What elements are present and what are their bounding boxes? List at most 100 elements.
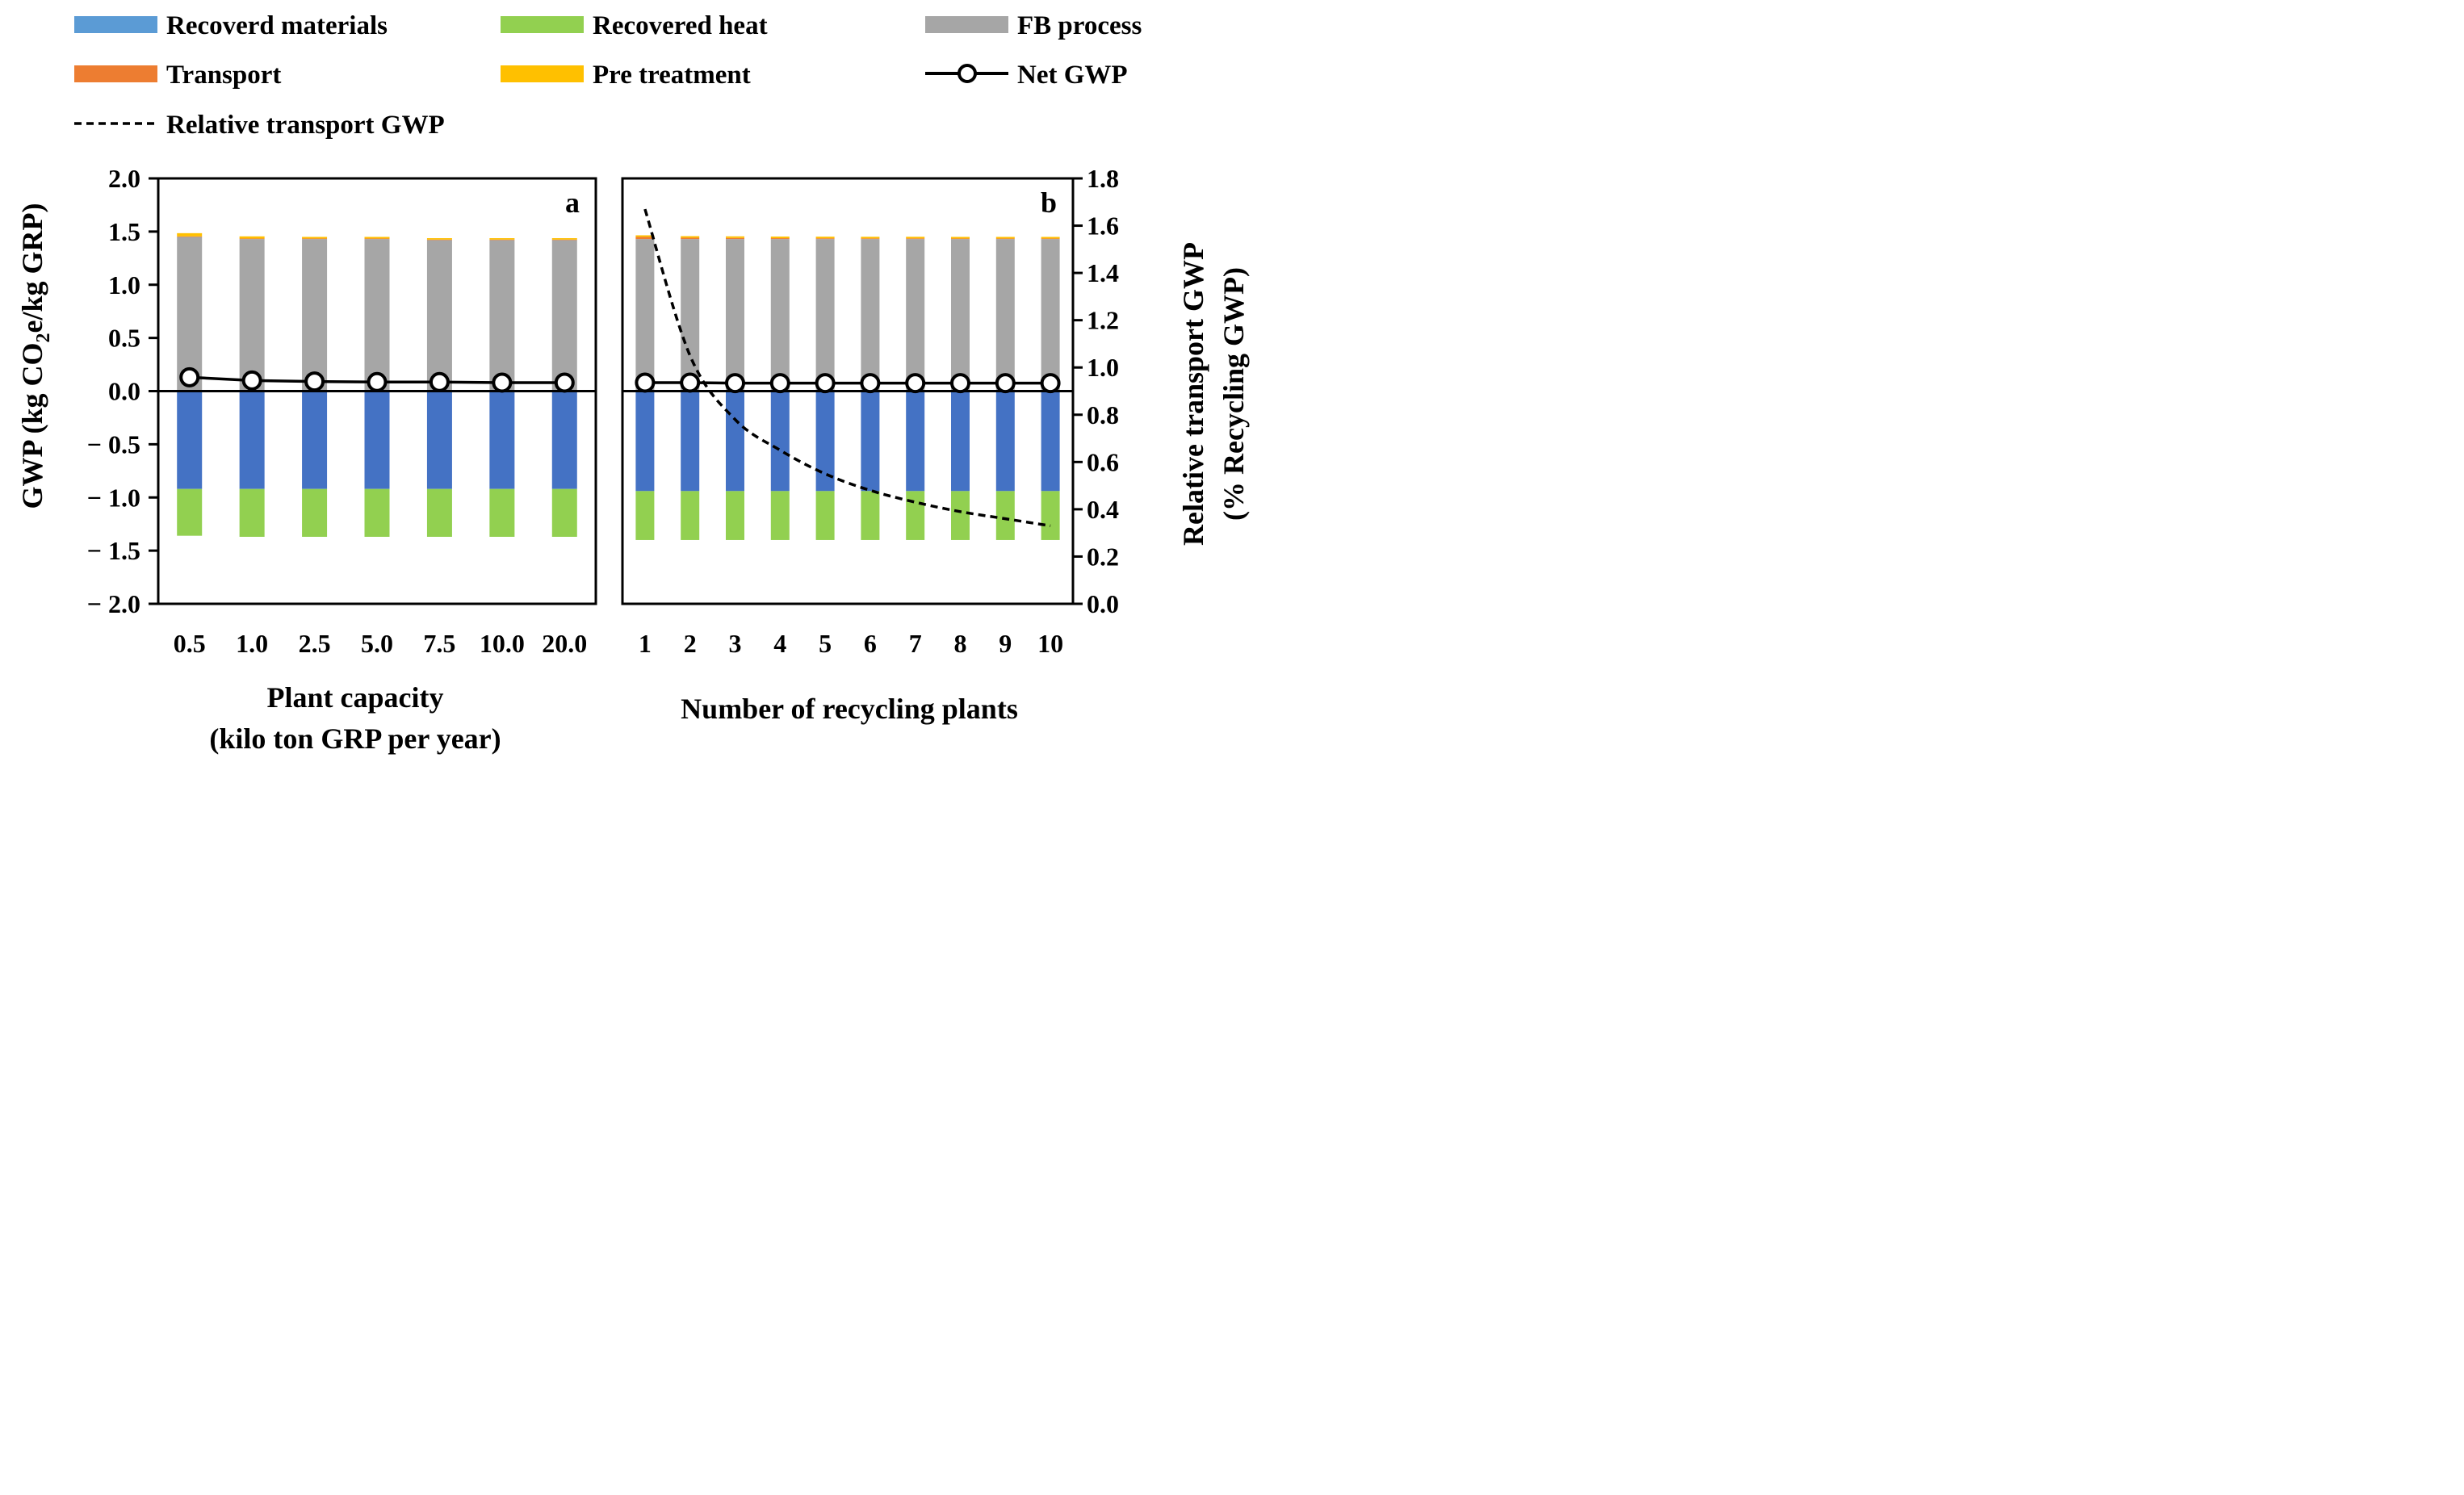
legend: Recoverd materials Recovered heat FB proce… (74, 11, 1142, 140)
bar-fb-process-4 (770, 239, 790, 392)
legend-swatch (501, 16, 584, 33)
bar-pre-treatment-2.5 (302, 237, 328, 239)
bar-recovered-materials-7.5 (426, 391, 452, 489)
legend-item-fb-process: FB process (925, 11, 1142, 40)
y-tick-label: − 1.0 (87, 483, 140, 512)
net-gwp-marker-5 (815, 373, 836, 394)
bar-recovered-materials-2 (681, 391, 700, 492)
legend-item-net-gwp: Net GWP (925, 61, 1128, 90)
bar-recovered-materials-5.0 (364, 391, 390, 489)
bar-recovered-heat-10 (1041, 491, 1060, 540)
bar-transport-2 (681, 237, 700, 240)
legend-label: Recoverd materials (166, 11, 388, 40)
bar-fb-process-0.5 (177, 237, 203, 392)
bar-recovered-materials-1.0 (239, 391, 265, 489)
bar-recovered-heat-8 (951, 491, 970, 540)
bar-fb-process-10 (1041, 239, 1060, 392)
bar-transport-5.0 (364, 238, 390, 240)
x-tick-label-8: 8 (954, 629, 967, 658)
bar-recovered-materials-0.5 (177, 391, 203, 489)
net-gwp-marker-7.5 (429, 371, 450, 392)
net-gwp-marker-1.0 (241, 370, 262, 391)
bar-pre-treatment-20.0 (551, 238, 577, 240)
right-y-tick-label: 1.2 (1087, 306, 1119, 335)
bar-pre-treatment-4 (770, 237, 790, 239)
y-axis-title: GWP (kg CO2e/kg GRP) (16, 203, 54, 509)
legend-label: Net GWP (1017, 61, 1128, 90)
bar-recovered-heat-0.5 (177, 488, 203, 536)
legend-label: Recovered heat (593, 11, 768, 40)
bar-recovered-materials-2.5 (302, 391, 328, 489)
bar-pre-treatment-6 (861, 237, 880, 239)
bar-fb-process-8 (951, 239, 970, 392)
right-y-tick-label: 1.4 (1087, 258, 1119, 287)
right-y-axis-title-line: (% Recycling GWP) (1217, 267, 1250, 521)
right-y-tick-label: 0.2 (1087, 542, 1119, 571)
legend-label: FB process (1017, 11, 1142, 40)
bar-transport-8 (951, 238, 970, 240)
bar-transport-1.0 (239, 238, 265, 240)
bar-recovered-heat-2 (681, 491, 700, 540)
net-gwp-marker-1 (635, 372, 656, 393)
bar-recovered-materials-20.0 (551, 391, 577, 489)
net-gwp-marker-2 (680, 372, 701, 393)
bar-recovered-materials-3 (726, 391, 744, 492)
y-axis-title-subscript: 2 (33, 333, 54, 342)
right-y-tick-label: 1.0 (1087, 353, 1119, 382)
bar-recovered-materials-1 (635, 391, 655, 492)
x-tick-label-10: 10 (1037, 629, 1063, 658)
net-gwp-marker-7 (905, 373, 926, 394)
legend-swatch (501, 65, 584, 82)
net-gwp-marker-4 (769, 373, 790, 394)
bar-recovered-heat-1.0 (239, 488, 265, 537)
y-tick-label: 2.0 (108, 164, 140, 193)
bar-recovered-heat-5.0 (364, 488, 390, 537)
y-tick-label: − 1.5 (87, 536, 140, 565)
right-y-tick-label: 1.8 (1087, 164, 1119, 193)
x-tick-label-0.5: 0.5 (174, 629, 206, 658)
bar-pre-treatment-1 (635, 235, 655, 237)
y-tick-label: 1.5 (108, 217, 140, 246)
net-gwp-marker-3 (725, 373, 745, 394)
bar-pre-treatment-0.5 (177, 232, 203, 237)
x-tick-label-2.5: 2.5 (299, 629, 331, 658)
bar-pre-treatment-5.0 (364, 237, 390, 239)
right-y-tick-label: 1.6 (1087, 211, 1119, 241)
legend-label: Pre treatment (593, 61, 751, 90)
net-gwp-marker-2.5 (304, 371, 325, 392)
bar-fb-process-7.5 (426, 240, 452, 392)
legend-item-recovered-materials: Recoverd materials (74, 11, 388, 40)
net-gwp-marker-10.0 (492, 372, 513, 393)
legend-item-pre-treatment: Pre treatment (501, 61, 751, 90)
bar-recovered-heat-20.0 (551, 488, 577, 537)
bar-transport-4 (770, 238, 790, 240)
bar-fb-process-1.0 (239, 239, 265, 392)
bar-recovered-heat-7 (906, 491, 925, 540)
net-gwp-marker-9 (995, 373, 1016, 394)
bar-transport-7 (906, 238, 925, 240)
x-axis-title-line: Number of recycling plants (681, 693, 1018, 725)
right-y-axis-title-line: Relative transport GWP (1177, 242, 1209, 546)
bar-recovered-heat-7.5 (426, 488, 452, 537)
bar-recovered-materials-4 (770, 391, 790, 492)
x-tick-label-9: 9 (999, 629, 1012, 658)
x-axis-title-line: (kilo ton GRP per year) (209, 722, 501, 755)
bar-transport-2.5 (302, 238, 328, 240)
right-y-tick-label: 0.8 (1087, 400, 1119, 429)
y-tick-label: 0.5 (108, 324, 140, 353)
bar-recovered-heat-1 (635, 491, 655, 540)
right-y-tick-label: 0.0 (1087, 589, 1119, 618)
x-tick-label-4: 4 (773, 629, 786, 658)
bar-recovered-materials-7 (906, 391, 925, 492)
bar-fb-process-1 (635, 239, 655, 392)
right-y-tick-label: 0.6 (1087, 447, 1119, 476)
bar-pre-treatment-10.0 (489, 238, 515, 240)
bar-pre-treatment-9 (995, 237, 1015, 239)
bar-fb-process-3 (726, 239, 744, 392)
bar-transport-3 (726, 237, 744, 240)
bar-fb-process-6 (861, 239, 880, 392)
x-tick-label-3: 3 (729, 629, 742, 658)
bar-pre-treatment-2 (681, 236, 700, 238)
panel-label: b (1041, 186, 1057, 219)
bar-pre-treatment-7 (906, 237, 925, 239)
